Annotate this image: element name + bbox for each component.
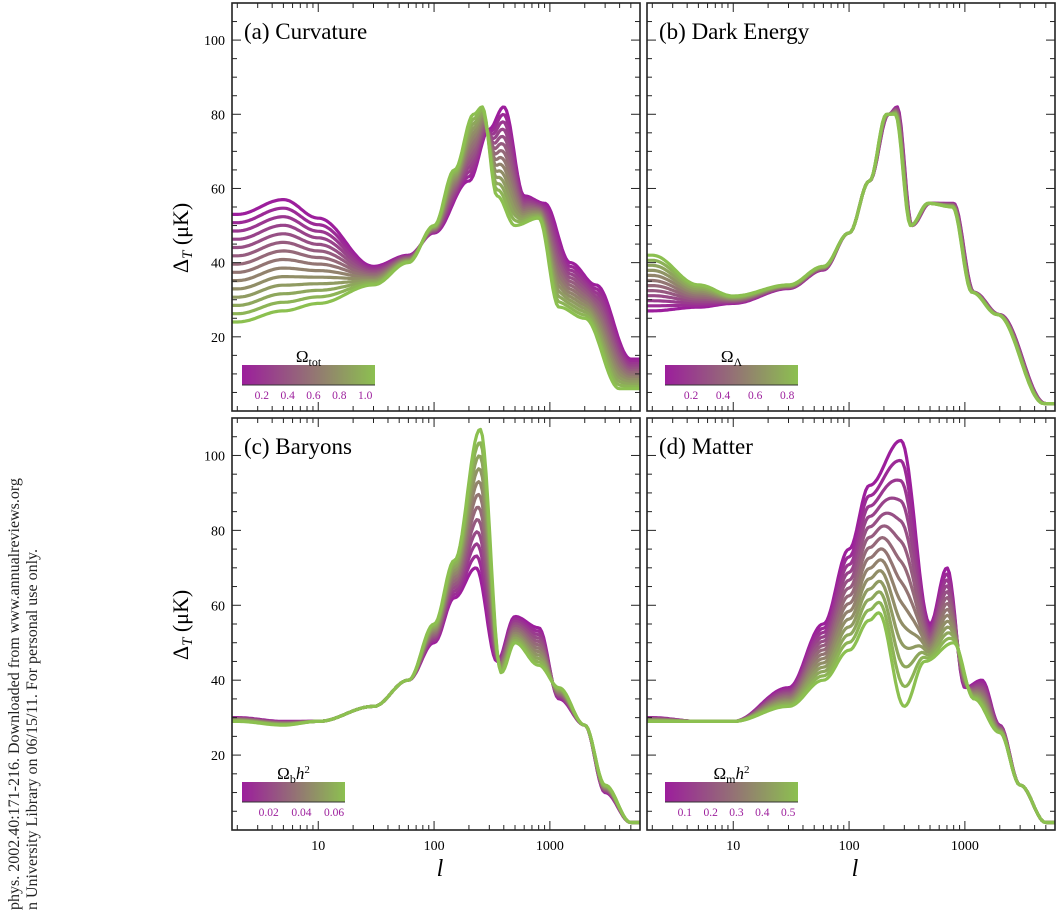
- colorbar-tick-label: 0.2: [684, 390, 699, 402]
- colorbar-tick-label: 0.2: [703, 807, 718, 819]
- panel-a-colorbar: Ωtot 0.2 0.4 0.6 0.8 1.0: [242, 347, 375, 402]
- series-intermediate-line: [232, 112, 640, 363]
- series-intermediate-line: [232, 108, 640, 389]
- colorbar-tick-label: 0.3: [729, 807, 744, 819]
- x-tick-label: 1000: [951, 839, 979, 854]
- panel-b-frame: [646, 2, 1056, 412]
- series-intermediate-line: [647, 106, 1055, 406]
- panel-d-title: (d) Matter: [659, 434, 753, 459]
- panel-b-colorbar: ΩΛ 0.2 0.4 0.6 0.8: [665, 347, 798, 402]
- panel-d: 10 100 1000 (d) Matter Ωmh2 0.1 0.2 0.3 0.4 0.5: [646, 417, 1056, 854]
- x-tick-label: 100: [839, 839, 860, 854]
- x-tick-label: 1000: [536, 839, 564, 854]
- colorbar-parameter-label: ΩΛ: [721, 347, 743, 369]
- series-intermediate-line: [647, 108, 1055, 406]
- panel-d-curves: [647, 438, 1055, 825]
- colorbar-tick-label: 1.0: [358, 390, 373, 402]
- panel-b: (b) Dark Energy ΩΛ 0.2 0.4 0.6 0.8: [646, 2, 1056, 412]
- series-intermediate-line: [232, 125, 640, 373]
- download-notice: phys. 2002.40:171-216. Downloaded from w…: [4, 0, 44, 910]
- colorbar-tick-label: 0.6: [306, 390, 321, 402]
- panel-c-curves: [232, 427, 640, 825]
- y-tick-label: 40: [211, 674, 225, 689]
- download-notice-line-2: n University Library on 06/15/11. For pe…: [24, 549, 41, 910]
- colorbar-tick-label: 0.4: [716, 390, 731, 402]
- x-axis-label-right: l: [852, 856, 859, 882]
- colorbar-parameter-label: Ωbh2: [277, 764, 310, 786]
- colorbar-tick-label: 0.04: [291, 807, 311, 819]
- series-intermediate-line: [647, 107, 1055, 406]
- series-intermediate-line: [647, 112, 1055, 406]
- colorbar-tick-label: 0.8: [780, 390, 795, 402]
- axis-text-layer: ΔT (μK) ΔT (μK) l l: [168, 203, 859, 882]
- panel-a: 20 40 60 80 100 (a) Curvature Ωtot 0.2 0.4 0.6 0.8…: [204, 2, 641, 412]
- panel-c: 20 40 60 80 100 10 100 1000 (c) Baryons Ωbh2 0.02 0…: [204, 417, 641, 854]
- series-last-line: [647, 611, 1055, 825]
- panel-c-title: (c) Baryons: [244, 434, 352, 459]
- colorbar-gradient: [665, 782, 798, 802]
- colorbar-tick-label: 0.06: [324, 807, 344, 819]
- series-intermediate-line: [232, 127, 640, 368]
- series-intermediate-line: [647, 478, 1055, 825]
- series-last-line: [647, 112, 1055, 406]
- y-tick-label: 100: [204, 34, 225, 49]
- panel-a-frame: [231, 2, 641, 412]
- x-tick-label: 100: [424, 839, 445, 854]
- panel-a-title: (a) Curvature: [244, 19, 367, 44]
- panel-b-curves: [647, 105, 1055, 406]
- x-tick-label: 10: [311, 839, 325, 854]
- y-tick-label: 80: [211, 108, 225, 123]
- colorbar-parameter-label: Ωtot: [296, 347, 322, 369]
- series-intermediate-line: [232, 127, 640, 370]
- series-intermediate-line: [232, 123, 640, 375]
- y-tick-label: 40: [211, 257, 225, 272]
- series-intermediate-line: [647, 111, 1055, 406]
- panel-d-colorbar: Ωmh2 0.1 0.2 0.3 0.4 0.5: [665, 764, 798, 819]
- y-tick-label: 20: [211, 331, 225, 346]
- colorbar-gradient: [242, 782, 345, 802]
- x-axis-label-left: l: [437, 856, 444, 882]
- series-intermediate-line: [647, 110, 1055, 406]
- series-intermediate-line: [232, 467, 640, 825]
- series-last-line: [232, 427, 640, 825]
- x-tick-label: 10: [726, 839, 740, 854]
- panel-a-curves: [232, 105, 640, 391]
- y-axis-label-bottom: ΔT (μK): [168, 590, 196, 660]
- download-notice-line-1: phys. 2002.40:171-216. Downloaded from w…: [6, 478, 23, 910]
- y-tick-label: 80: [211, 524, 225, 539]
- colorbar-tick-label: 0.5: [781, 807, 796, 819]
- panels-layer: 20 40 60 80 100 (a) Curvature Ωtot 0.2 0.4 0.6 0.8…: [204, 2, 1056, 854]
- colorbar-parameter-label: Ωmh2: [714, 764, 750, 786]
- series-intermediate-line: [232, 113, 640, 384]
- y-tick-label: 100: [204, 449, 225, 464]
- series-intermediate-line: [232, 110, 640, 386]
- series-intermediate-line: [647, 511, 1055, 825]
- series-intermediate-line: [647, 109, 1055, 406]
- series-intermediate-line: [647, 110, 1055, 406]
- colorbar-tick-label: 0.4: [280, 390, 295, 402]
- panel-c-colorbar: Ωbh2 0.02 0.04 0.06: [242, 764, 345, 819]
- panel-b-title: (b) Dark Energy: [659, 19, 810, 44]
- colorbar-gradient: [242, 365, 375, 385]
- y-axis-label-top: ΔT (μK): [168, 203, 196, 273]
- series-intermediate-line: [647, 109, 1055, 406]
- colorbar-tick-label: 0.4: [755, 807, 770, 819]
- series-intermediate-line: [232, 121, 640, 377]
- colorbar-gradient: [665, 365, 798, 385]
- colorbar-tick-label: 0.8: [332, 390, 347, 402]
- series-intermediate-line: [647, 547, 1055, 825]
- y-tick-label: 60: [211, 182, 225, 197]
- y-tick-label: 60: [211, 599, 225, 614]
- series-last-line: [232, 105, 640, 391]
- colorbar-tick-label: 0.2: [255, 390, 270, 402]
- series-intermediate-line: [232, 116, 640, 382]
- series-first-line: [647, 105, 1055, 406]
- colorbar-tick-label: 0.1: [678, 807, 693, 819]
- colorbar-tick-label: 0.02: [259, 807, 279, 819]
- colorbar-tick-label: 0.6: [748, 390, 763, 402]
- series-intermediate-line: [232, 119, 640, 379]
- series-intermediate-line: [647, 107, 1055, 406]
- y-tick-label: 20: [211, 749, 225, 764]
